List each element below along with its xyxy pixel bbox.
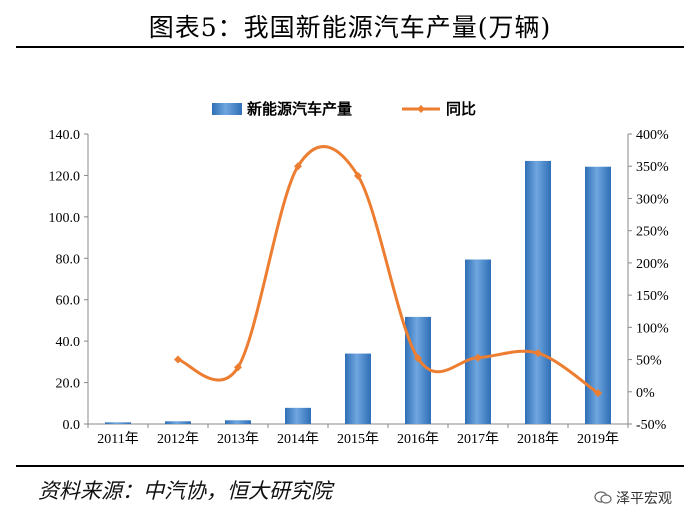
y-tick-label: 120.0 bbox=[49, 169, 81, 184]
x-tick-label: 2017年 bbox=[457, 431, 499, 447]
y-tick-label: 40.0 bbox=[56, 335, 81, 350]
y2-tick-label: 0% bbox=[636, 386, 655, 401]
y2-tick-label: 150% bbox=[636, 289, 669, 304]
bar-production bbox=[525, 160, 551, 424]
x-tick-label: 2019年 bbox=[577, 431, 619, 447]
line-yoy-marker bbox=[414, 354, 422, 363]
x-tick-label: 2015年 bbox=[337, 431, 379, 447]
bar-production bbox=[345, 353, 371, 424]
line-yoy bbox=[177, 145, 599, 395]
bar-production bbox=[405, 316, 431, 424]
bar-production bbox=[585, 166, 611, 424]
y-tick-label: 20.0 bbox=[56, 377, 81, 392]
legend-marker-line bbox=[417, 105, 425, 113]
bar-production bbox=[285, 407, 311, 424]
line-yoy-marker bbox=[354, 171, 362, 180]
bar-production bbox=[465, 259, 491, 424]
y2-tick-label: -50% bbox=[636, 418, 667, 433]
line-yoy-marker bbox=[474, 353, 482, 362]
x-tick-label: 2013年 bbox=[217, 431, 259, 447]
legend: 新能源汽车产量 同比 bbox=[212, 100, 476, 118]
bar-production bbox=[225, 420, 251, 424]
y2-tick-label: 200% bbox=[636, 257, 669, 272]
legend-swatch-bar bbox=[212, 103, 242, 115]
y2-tick-label: 250% bbox=[636, 225, 669, 240]
y-tick-label: 80.0 bbox=[56, 252, 81, 267]
legend-label-line: 同比 bbox=[446, 100, 476, 118]
x-tick-label: 2012年 bbox=[157, 431, 199, 447]
line-yoy-marker bbox=[234, 363, 242, 372]
bar-production bbox=[105, 422, 131, 424]
page-title: 图表5：我国新能源汽车产量(万辆) bbox=[148, 13, 552, 42]
y-tick-label: 140.0 bbox=[49, 128, 81, 143]
source-divider bbox=[16, 465, 684, 467]
chat-bubble-icon bbox=[594, 491, 612, 504]
y2-tick-label: 100% bbox=[636, 321, 669, 336]
x-tick-label: 2018年 bbox=[517, 431, 559, 447]
y2-tick-label: 400% bbox=[636, 128, 669, 143]
x-tick-label: 2014年 bbox=[277, 431, 319, 447]
line-yoy-marker bbox=[174, 355, 182, 364]
line-yoy-marker bbox=[534, 349, 542, 358]
y-tick-label: 60.0 bbox=[56, 294, 81, 309]
legend-label-bar: 新能源汽车产量 bbox=[247, 100, 352, 118]
x-tick-label: 2016年 bbox=[397, 431, 439, 447]
title-divider bbox=[16, 46, 684, 48]
watermark: 泽平宏观 bbox=[594, 488, 672, 508]
source-note: 资料来源：中汽协，恒大研究院 bbox=[38, 479, 332, 503]
y-tick-label: 0.0 bbox=[63, 418, 81, 433]
line-yoy-marker bbox=[294, 162, 302, 171]
y2-tick-label: 350% bbox=[636, 160, 669, 175]
bar-production bbox=[165, 421, 191, 424]
y2-tick-label: 50% bbox=[636, 354, 662, 369]
watermark-text: 泽平宏观 bbox=[616, 491, 672, 507]
y-tick-label: 100.0 bbox=[49, 211, 81, 226]
x-tick-label: 2011年 bbox=[97, 431, 138, 447]
line-yoy-marker bbox=[594, 389, 602, 398]
y2-tick-label: 300% bbox=[636, 192, 669, 207]
